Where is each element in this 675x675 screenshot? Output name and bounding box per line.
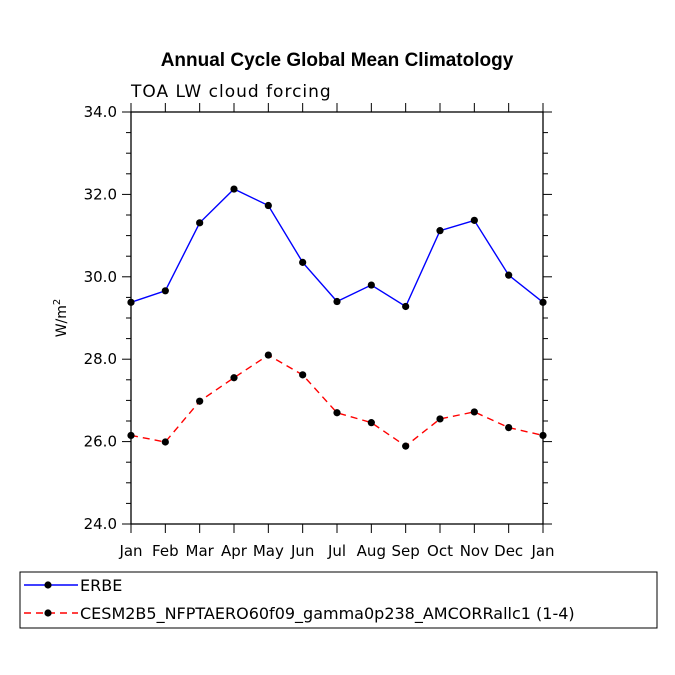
x-axis: Jan Feb Mar Apr May Jun Jul Aug Sep Oct Nov Dec Jan [118,103,555,560]
data-point-series-1 [299,258,307,266]
data-point-series-1 [402,302,410,311]
chart-title: Annual Cycle Global Mean Climatology [161,50,514,71]
data-point-series-1 [505,271,513,279]
series-group [127,185,547,450]
data-point-series-1 [539,298,547,306]
x-tick-label: Aug [357,542,386,560]
y-tick-label: 34.0 [84,103,117,121]
y-tick-label: 30.0 [84,268,117,286]
series-line-2 [130,354,544,447]
data-point-series-2 [230,374,238,382]
y-axis-label-text: W/m [54,305,70,337]
data-point-series-2 [367,419,375,427]
x-tick-label: Feb [152,542,179,560]
data-point-series-2 [264,351,272,359]
legend: ERBE CESM2B5_NFPTAERO60f09_gamma0p238_AMC… [24,576,575,624]
x-tick-label: Jul [327,542,346,560]
legend-label-1: ERBE [80,576,122,595]
legend-box [19,571,658,629]
x-tick-label: Sep [392,542,420,560]
data-point-series-2 [539,431,547,440]
x-tick-label: Oct [427,542,453,560]
legend-marker-2 [44,609,52,617]
data-point-series-2 [436,415,444,423]
y-axis: 24.0 26.0 28.0 30.0 32.0 34.0 [84,103,552,533]
x-tick-label: Jan [118,542,142,560]
y-tick-label: 24.0 [84,515,117,533]
y-tick-label: 26.0 [84,433,117,451]
x-tick-label: May [253,542,284,560]
plot-frame [130,111,544,525]
data-point-series-2 [402,442,410,450]
y-axis-label: W/m2 [52,299,70,338]
chart-subtitle: TOA LW cloud forcing [130,82,332,102]
x-tick-label: Jan [530,542,554,560]
data-point-series-2 [333,409,341,417]
x-tick-label: Apr [221,542,248,560]
legend-marker-1 [44,581,52,589]
data-point-series-1 [196,219,204,227]
x-tick-label: Dec [494,542,523,560]
data-point-series-1 [333,297,341,306]
x-tick-label: Mar [186,542,215,560]
y-axis-label-superscript: 2 [52,299,63,305]
data-point-series-2 [505,423,513,432]
y-tick-label: 28.0 [84,350,117,368]
x-tick-label: Jun [290,542,314,560]
series-line-1 [130,188,544,308]
data-point-series-1 [264,201,272,210]
legend-label-2: CESM2B5_NFPTAERO60f09_gamma0p238_AMCORRa… [80,604,575,624]
data-point-series-1 [127,298,135,306]
data-point-series-1 [470,216,478,224]
data-point-series-1 [230,185,238,193]
data-point-series-2 [196,397,204,405]
data-point-series-2 [470,408,478,416]
data-point-series-2 [299,371,307,379]
data-point-series-2 [161,438,169,446]
data-point-series-1 [367,281,375,289]
data-point-series-1 [436,227,444,235]
data-point-series-1 [161,287,169,295]
x-tick-label: Nov [460,542,489,560]
data-point-series-2 [127,431,135,440]
y-tick-label: 32.0 [84,185,117,203]
